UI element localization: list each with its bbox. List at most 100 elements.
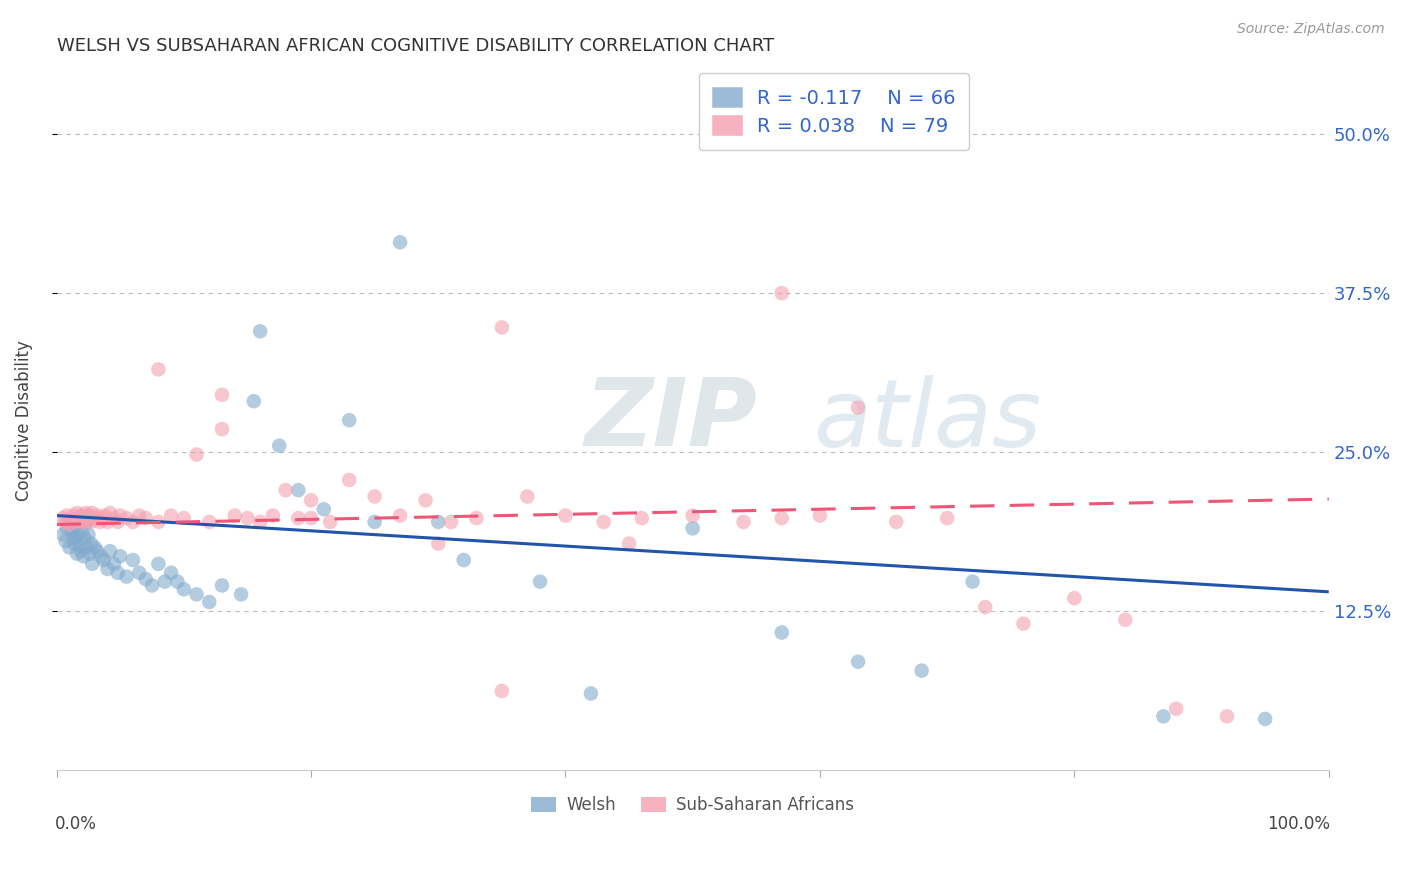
Point [122,515,145,529]
Point [82,557,104,571]
Point [808,508,831,523]
Point [93,553,115,567]
Point [465,511,488,525]
Point [63,536,86,550]
Point [107,515,129,529]
Point [249,515,271,529]
Point [148,362,170,376]
Point [55,533,77,548]
Point [269,439,291,453]
Point [198,515,221,529]
Point [56,508,79,523]
Point [211,388,233,402]
Point [211,578,233,592]
Point [337,413,360,427]
Point [65,518,87,533]
Point [77,508,100,523]
Point [770,625,793,640]
Point [453,553,475,567]
Point [58,517,80,532]
Point [415,493,437,508]
Point [186,448,208,462]
Point [107,566,129,580]
Point [98,506,121,520]
Point [224,508,246,523]
Text: atlas: atlas [814,375,1042,466]
Point [55,515,77,529]
Point [69,509,91,524]
Point [91,511,114,525]
Point [166,574,188,589]
Point [76,515,98,529]
Point [363,490,385,504]
Point [630,511,652,525]
Point [884,515,907,529]
Point [75,541,97,555]
Point [67,514,90,528]
Point [69,515,91,529]
Point [682,508,704,523]
Point [173,511,195,525]
Point [846,655,869,669]
Point [82,506,104,520]
Point [770,511,793,525]
Point [103,557,125,571]
Legend: Welsh, Sub-Saharan Africans: Welsh, Sub-Saharan Africans [524,789,860,821]
Point [75,506,97,520]
Point [287,483,309,497]
Point [1152,709,1174,723]
Point [128,508,150,523]
Point [98,544,121,558]
Point [128,566,150,580]
Point [135,511,157,525]
Point [148,515,170,529]
Point [770,286,793,301]
Text: 0.0%: 0.0% [55,815,97,833]
Point [65,515,87,529]
Point [198,595,221,609]
Point [94,508,117,523]
Point [66,506,89,520]
Text: WELSH VS SUBSAHARAN AFRICAN COGNITIVE DISABILITY CORRELATION CHART: WELSH VS SUBSAHARAN AFRICAN COGNITIVE DI… [56,37,773,55]
Point [516,490,538,504]
Point [319,515,342,529]
Point [72,549,94,564]
Point [427,536,450,550]
Point [682,521,704,535]
Point [287,511,309,525]
Point [86,508,108,523]
Point [579,686,602,700]
Point [491,684,513,698]
Point [274,483,297,497]
Point [62,532,84,546]
Point [363,515,385,529]
Point [236,511,259,525]
Point [592,515,614,529]
Point [229,587,252,601]
Point [76,514,98,528]
Point [73,515,96,529]
Point [173,582,195,597]
Point [52,527,75,541]
Point [1216,709,1239,723]
Point [70,525,93,540]
Point [427,515,450,529]
Point [86,544,108,558]
Point [79,547,101,561]
Point [70,508,93,523]
Point [153,574,176,589]
Point [52,511,75,525]
Point [96,562,118,576]
Point [733,515,755,529]
Point [58,515,80,529]
Point [110,549,132,564]
Point [389,508,412,523]
Point [974,600,997,615]
Point [1254,712,1277,726]
Point [249,324,271,338]
Point [160,566,183,580]
Point [60,524,83,538]
Point [911,664,934,678]
Point [1114,613,1136,627]
Point [77,527,100,541]
